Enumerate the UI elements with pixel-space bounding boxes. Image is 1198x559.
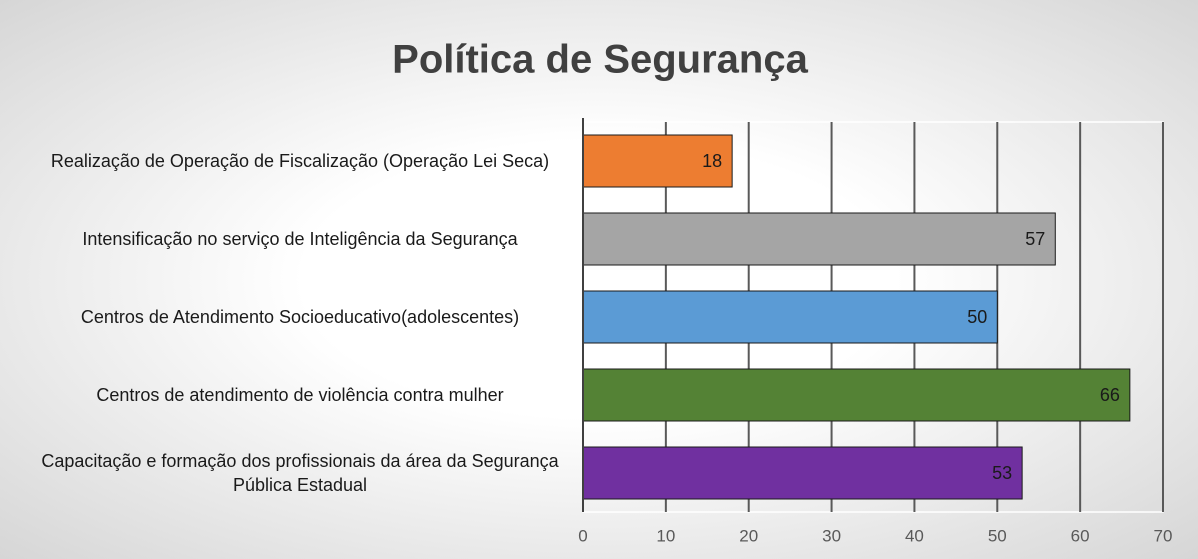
y-tick-label: Intensificação no serviço de Inteligênci… — [82, 229, 518, 249]
x-tick-label: 70 — [1154, 526, 1173, 545]
data-label: 57 — [1025, 229, 1045, 249]
data-label: 50 — [967, 307, 987, 327]
bar — [582, 446, 1023, 500]
y-tick-label: Realização de Operação de Fiscalização (… — [50, 151, 550, 171]
bar — [582, 368, 1131, 422]
x-tick-label: 60 — [1071, 526, 1090, 545]
y-tick-label: Capacitação e formação dos profissionais… — [41, 451, 559, 495]
bar — [582, 290, 998, 344]
data-label: 53 — [992, 463, 1012, 483]
y-tick-label: Centros de Atendimento Socioeducativo(ad… — [80, 307, 520, 327]
x-tick-label: 0 — [578, 526, 587, 545]
x-tick-label: 50 — [988, 526, 1007, 545]
x-tick-label: 20 — [739, 526, 758, 545]
data-label: 18 — [702, 151, 722, 171]
data-label: 66 — [1100, 385, 1120, 405]
x-tick-label: 40 — [905, 526, 924, 545]
x-tick-label: 30 — [822, 526, 841, 545]
bar — [582, 134, 733, 188]
y-tick-label: Centros de atendimento de violência cont… — [96, 385, 504, 405]
x-tick-label: 10 — [656, 526, 675, 545]
chart-title: Política de Segurança — [392, 38, 808, 82]
bar — [582, 212, 1056, 266]
